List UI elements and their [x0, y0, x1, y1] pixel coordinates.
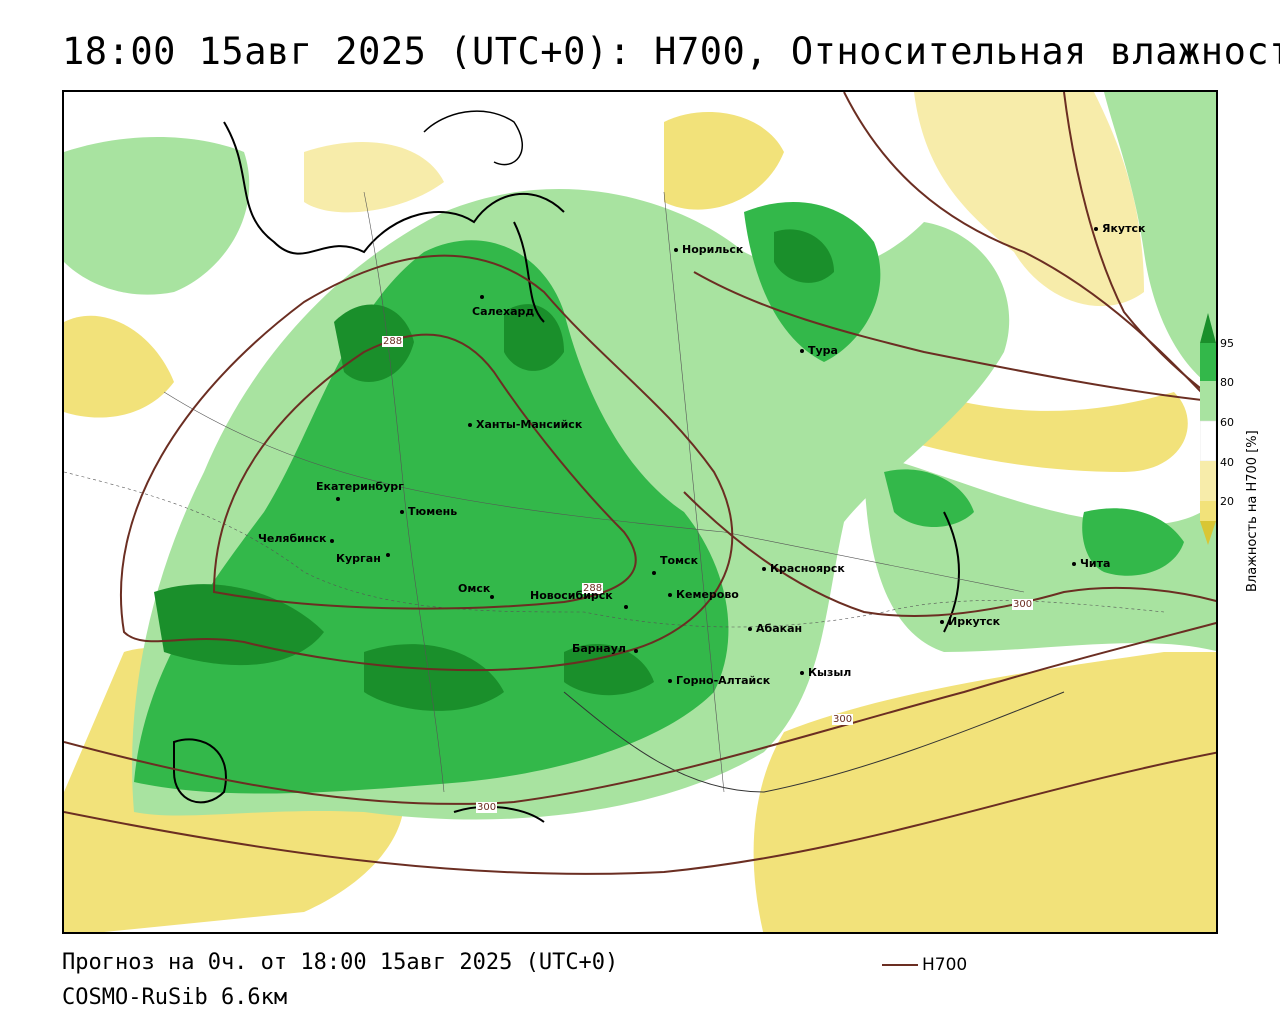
isoline-swatch: [882, 964, 918, 966]
city-marker: [336, 492, 344, 505]
humidity-field: [64, 92, 1216, 932]
legend-tick: 20: [1220, 495, 1234, 508]
city-marker: [624, 600, 632, 613]
map-panel: 288 288 300 300 300 Якутск Норильск Сале…: [62, 90, 1218, 934]
city-marker: [634, 644, 642, 657]
city-marker: Ханты-Мансийск: [468, 418, 582, 431]
legend-tick: 40: [1220, 456, 1234, 469]
city-marker: Красноярск: [762, 562, 845, 575]
city-marker: Кемерово: [668, 588, 739, 601]
city-marker: Чита: [1072, 557, 1110, 570]
city-label: Омск: [458, 582, 491, 595]
forecast-info: Прогноз на 0ч. от 18:00 15авг 2025 (UTC+…: [62, 950, 619, 975]
city-marker: Иркутск: [940, 615, 1000, 628]
city-marker: Абакан: [748, 622, 802, 635]
isoline-label: 300: [832, 714, 854, 725]
city-marker: Кызыл: [800, 666, 851, 679]
legend-title-text: Влажность на H700 [%]: [1245, 430, 1260, 592]
isoline-label: 288: [582, 583, 604, 594]
legend-tick: 60: [1220, 416, 1234, 429]
city-label: Курган: [336, 552, 381, 565]
isoline-legend: H700: [882, 955, 967, 975]
isoline-legend-label: H700: [922, 955, 968, 975]
isoline-label: 300: [476, 802, 498, 813]
city-marker: [480, 290, 488, 303]
city-marker: Норильск: [674, 243, 743, 256]
legend-tick: 80: [1220, 376, 1234, 389]
legend-title: Влажность на H700 [%]: [1245, 352, 1265, 592]
city-label: Томск: [660, 554, 699, 567]
city-label: Екатеринбург: [316, 480, 404, 493]
city-label: Челябинск: [258, 532, 327, 545]
city-label: Салехард: [472, 305, 535, 318]
city-label: Новосибирск: [530, 589, 613, 602]
city-marker: [330, 534, 338, 547]
city-marker: [652, 566, 660, 579]
legend-colorbar: [1200, 313, 1216, 545]
isoline-label: 300: [1012, 599, 1034, 610]
city-marker: [386, 548, 394, 561]
city-marker: Тюмень: [400, 505, 457, 518]
isoline-label: 288: [382, 336, 404, 347]
city-marker: [490, 590, 498, 603]
city-marker: Тура: [800, 344, 838, 357]
map-title: 18:00 15авг 2025 (UTC+0): H700, Относите…: [62, 30, 1280, 73]
city-marker: Якутск: [1094, 222, 1145, 235]
model-name: COSMO-RuSib 6.6км: [62, 985, 288, 1010]
color-legend: 95 80 60 40 20: [1200, 305, 1280, 545]
legend-tick: 95: [1220, 337, 1234, 350]
city-marker: Горно-Алтайск: [668, 674, 770, 687]
city-label: Барнаул: [572, 642, 626, 655]
